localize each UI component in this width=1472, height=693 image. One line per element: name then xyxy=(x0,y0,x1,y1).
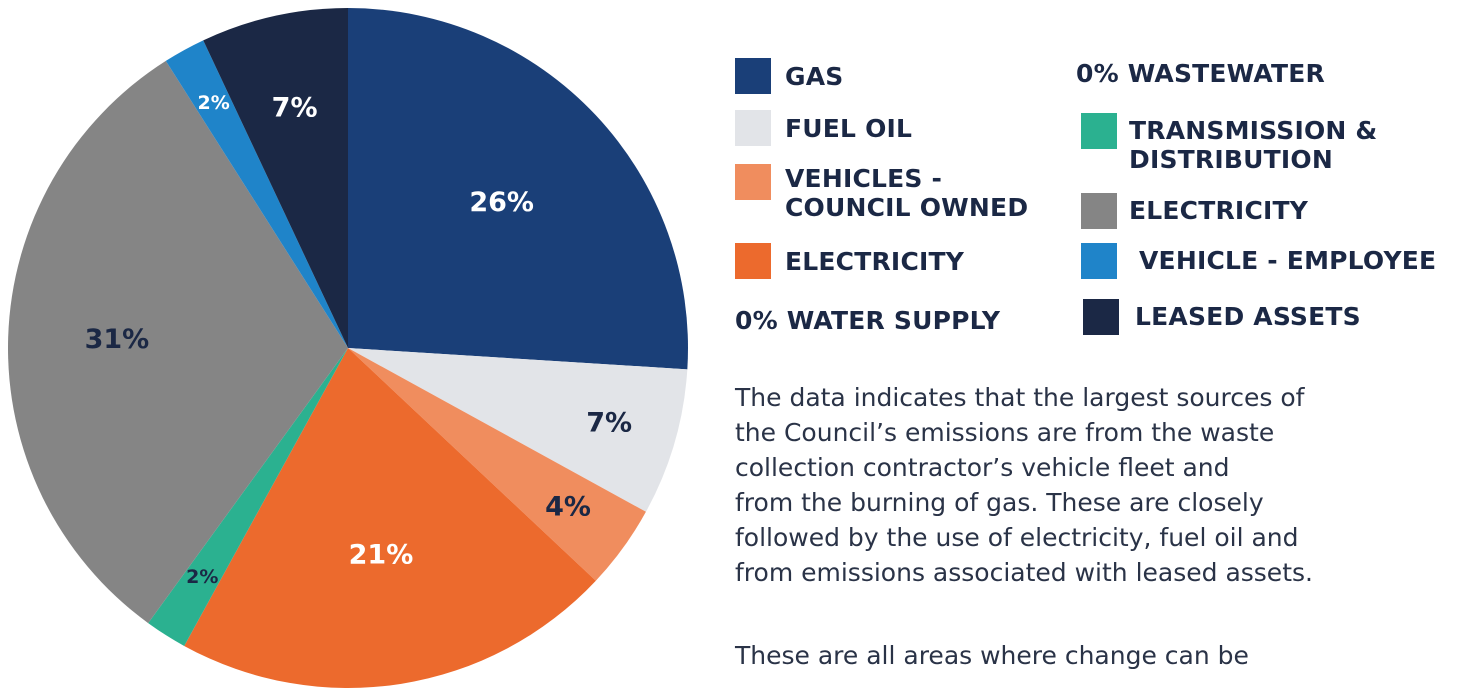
summary-line-5: followed by the use of electricity, fuel… xyxy=(735,523,1299,552)
pie-slice-5 xyxy=(7,60,349,624)
legend-label-leased-assets: LEASED ASSETS xyxy=(1135,302,1361,331)
legend-swatch-transmission-distribution xyxy=(1081,113,1117,149)
legend-label-vehicles-council-line1: VEHICLES - xyxy=(785,164,943,193)
pie-slice-label-6: 2% xyxy=(198,92,230,114)
pie-slice-label-0: 26% xyxy=(469,187,534,218)
summary-line-4: from the burning of gas. These are close… xyxy=(735,488,1264,517)
summary-line-6: from emissions associated with leased as… xyxy=(735,558,1313,587)
pie-slice-1 xyxy=(348,348,688,512)
summary-line-2: the Council’s emissions are from the was… xyxy=(735,418,1275,447)
legend-label-vehicle-employee: VEHICLE - EMPLOYEE xyxy=(1139,246,1437,275)
legend-swatch-leased-assets xyxy=(1083,299,1119,335)
pie-slice-3 xyxy=(184,348,596,688)
legend-swatch-fuel-oil xyxy=(735,110,771,146)
summary-line-1: The data indicates that the largest sour… xyxy=(735,383,1305,412)
legend-swatch-electricity-left xyxy=(735,243,771,279)
legend-label-gas: GAS xyxy=(785,62,844,91)
pie-slice-7 xyxy=(203,7,348,348)
legend-label-transmission-line1: TRANSMISSION & xyxy=(1129,116,1378,145)
legend-label-vehicles-council-line2: COUNCIL OWNED xyxy=(785,193,1029,222)
pie-slice-2 xyxy=(348,348,646,581)
pie-slice-4 xyxy=(148,348,348,646)
pie-slice-label-1: 7% xyxy=(586,407,632,438)
pie-slice-0 xyxy=(348,8,688,370)
legend-water-supply: 0% WATER SUPPLY xyxy=(735,306,1001,335)
pie-slice-label-7: 7% xyxy=(272,93,318,124)
pie-slice-label-2: 4% xyxy=(545,491,591,522)
legend-swatch-vehicles-council-owned xyxy=(735,164,771,200)
followup-paragraph: These are all areas where change can be xyxy=(735,638,1465,673)
legend-swatch-electricity-right xyxy=(1081,193,1117,229)
pie-slice-label-5: 31% xyxy=(85,324,150,355)
legend-label-transmission-line2: DISTRIBUTION xyxy=(1129,145,1333,174)
summary-line-3: collection contractor’s vehicle fleet an… xyxy=(735,453,1230,482)
pie-chart: 26% 7% 4% 21% 2% 31% 2% 7% xyxy=(7,7,688,688)
legend-wastewater: 0% WASTEWATER xyxy=(1076,59,1325,88)
legend-label-electricity-right: ELECTRICITY xyxy=(1129,196,1309,225)
legend-swatch-vehicle-employee xyxy=(1081,243,1117,279)
pie-slice-label-4: 2% xyxy=(186,566,218,588)
legend-swatch-gas xyxy=(735,58,771,94)
followup-line-1: These are all areas where change can be xyxy=(735,641,1249,670)
pie-slice-6 xyxy=(165,40,348,349)
pie-slice-label-3: 21% xyxy=(349,540,414,571)
legend-label-electricity-left: ELECTRICITY xyxy=(785,247,965,276)
summary-paragraph: The data indicates that the largest sour… xyxy=(735,380,1465,590)
legend-label-fuel-oil: FUEL OIL xyxy=(785,114,913,143)
